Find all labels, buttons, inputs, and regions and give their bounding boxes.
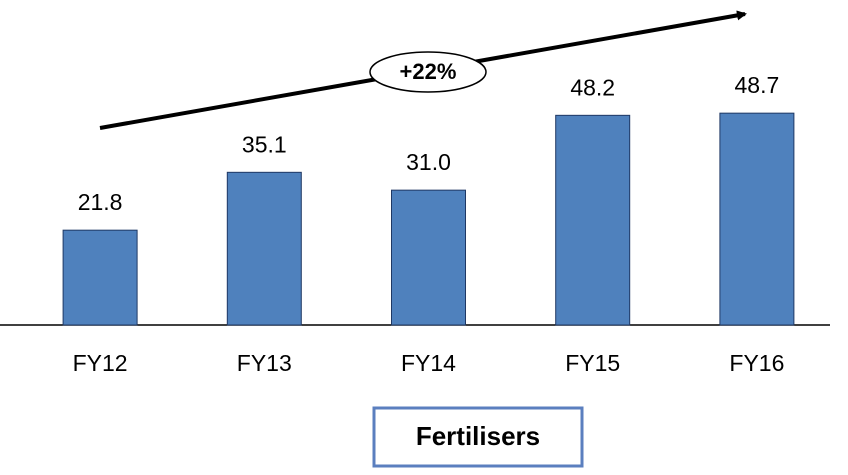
x-tick-label: FY15 (565, 350, 620, 376)
annotation-bubble (369, 51, 487, 93)
data-label: 21.8 (78, 189, 123, 215)
bar (391, 189, 466, 326)
data-label: 35.1 (242, 131, 287, 157)
bar (226, 171, 302, 326)
bar (62, 229, 138, 326)
x-tick-label: FY14 (401, 350, 456, 376)
x-tick-label: FY12 (73, 350, 128, 376)
caption: Fertilisers (416, 421, 540, 451)
annotation: +22% (400, 59, 457, 84)
data-label: 48.7 (735, 72, 780, 98)
data-label: 48.2 (570, 74, 615, 100)
caption-box (372, 406, 584, 468)
x-tick-label: FY13 (237, 350, 292, 376)
data-label: 31.0 (406, 149, 451, 175)
bar (555, 114, 631, 326)
x-tick-label: FY16 (729, 350, 784, 376)
bar (719, 112, 795, 326)
